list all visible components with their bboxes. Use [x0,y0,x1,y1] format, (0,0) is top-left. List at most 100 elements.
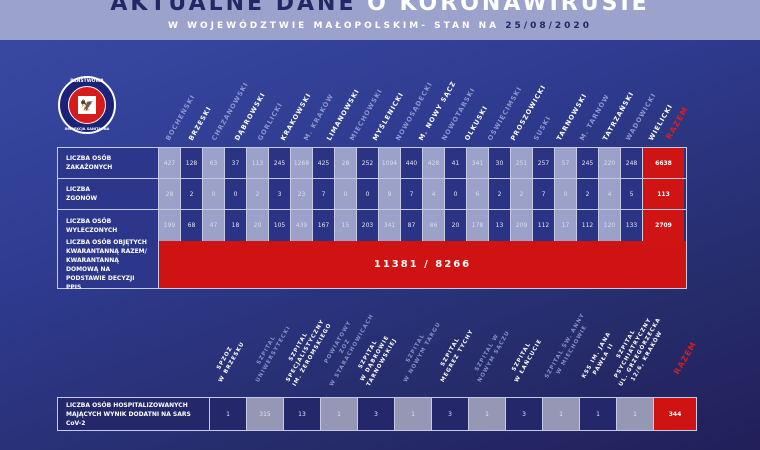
data-cell: 7 [401,179,423,209]
data-cell: 7 [313,179,335,209]
data-cell: 112 [577,210,599,241]
data-cell: 47 [203,210,225,241]
data-cell: 425 [313,148,335,178]
data-cell: 248 [621,148,643,178]
row-label: LICZBA ZGONÓW [58,179,159,209]
hospital-data-cell: 1 [580,398,617,430]
data-cell: 220 [599,148,621,178]
page-title: AKTUALNE DANE O KORONAWIRUSIE [0,0,760,16]
logo-red-ring: 🦅 [68,86,106,124]
data-cell: 133 [621,210,643,241]
data-cell: 0 [335,179,357,209]
data-cell: 4 [599,179,621,209]
eagle-icon: 🦅 [78,96,96,114]
table-row: LICZBA OSÓB ZAKAŻONYCH 427 128 63 37 113 245 126… [58,148,686,179]
data-cell: 1094 [379,148,401,178]
data-cell: 15 [335,210,357,241]
sanitary-inspection-logo: PAŃSTWOWA 🦅 INSPEKCJA SANITARNA [58,76,116,134]
data-cell: 20 [445,210,467,241]
table-row: LICZBA ZGONÓW 28 2 0 0 2 3 23 7 0 0 9 7 4 0 6 2 2 7 0 2 4 5 113 [58,179,686,210]
data-cell: 112 [533,210,555,241]
quarantine-label: LICZBA OSÓB OBJĘTYCH KWARANTANNĄ RAZEM/ … [58,239,159,291]
district-column-header: SUSKI [532,114,553,142]
data-cell: 245 [269,148,291,178]
table-row: LICZBA OSÓB WYLECZONYCH 199 68 47 18 20 105 439 1… [58,210,686,241]
data-cell: 0 [203,179,225,209]
data-cell: 20 [247,210,269,241]
data-cell: 1268 [291,148,313,178]
data-cell: 128 [181,148,203,178]
row-label-line2: ZAKAŻONYCH [66,164,113,171]
hospital-data-cell: 1 [395,398,432,430]
data-cell: 23 [291,179,313,209]
data-cell: 30 [489,148,511,178]
logo-bottom-text: INSPEKCJA SANITARNA [64,127,110,131]
data-cell: 341 [467,148,489,178]
data-cell: 86 [423,210,445,241]
data-cell: 5 [621,179,643,209]
hospital-data-cell: 13 [284,398,321,430]
data-cell: 2 [577,179,599,209]
data-cell: 428 [423,148,445,178]
data-cell: 2 [247,179,269,209]
hospital-data-cell: 1 [617,398,654,430]
data-cell: 251 [511,148,533,178]
subtitle-text: W WOJEWÓDZTWIE MAŁOPOLSKIM- STAN NA [168,21,506,31]
data-cell: 57 [555,148,577,178]
data-cell: 203 [357,210,379,241]
data-cell: 28 [335,148,357,178]
report-date: 25/08/2020 [505,21,592,31]
data-cell: 13 [489,210,511,241]
data-cell: 120 [599,210,621,241]
data-cell: 245 [577,148,599,178]
hospital-data-cell: 3 [506,398,543,430]
page-subtitle: W WOJEWÓDZTWIE MAŁOPOLSKIM- STAN NA 25/0… [0,21,760,31]
total-cell: 113 [643,179,684,209]
hospital-total-header: RAZEM [672,339,699,376]
data-cell: 87 [401,210,423,241]
title-part-2: O KORONAWIRUSIE [367,0,650,16]
hospital-data-cell: 315 [247,398,284,430]
data-cell: 2 [489,179,511,209]
data-cell: 199 [159,210,181,241]
data-cell: 4 [423,179,445,209]
hospital-column-header: SPZOZ W BRZESKU [210,336,247,384]
logo-top-text: PAŃSTWOWA [70,79,104,84]
hospitalized-label-line2: MAJĄCYCH WYNIK DODATNI NA SARS CoV-2 [66,410,191,427]
district-stats-table: LICZBA OSÓB ZAKAŻONYCH 427 128 63 37 113 245 126… [57,147,687,291]
district-column-header: BRZESKI [187,104,214,142]
data-cell: 63 [203,148,225,178]
data-cell: 28 [159,179,181,209]
hospitalized-label-line1: LICZBA OSÓB HOSPITALIZOWANYCH [66,401,188,409]
quarantine-row: LICZBA OSÓB OBJĘTYCH KWARANTANNĄ RAZEM/ … [58,239,686,291]
header-band: AKTUALNE DANE O KORONAWIRUSIE W WOJEWÓDZ… [0,0,760,40]
hospital-data-cell: 3 [358,398,395,430]
row-label-line1: LICZBA OSÓB [66,217,112,225]
data-cell: 3 [269,179,291,209]
row-label-line2: ZGONÓW [66,195,98,202]
data-cell: 105 [269,210,291,241]
data-cell: 113 [247,148,269,178]
data-cell: 0 [357,179,379,209]
hospitalized-label: LICZBA OSÓB HOSPITALIZOWANYCH MAJĄCYCH W… [58,398,210,430]
quarantine-value: 11381 / 8266 [159,241,686,288]
data-cell: 9 [379,179,401,209]
data-cell: 7 [533,179,555,209]
data-cell: 41 [445,148,467,178]
data-cell: 209 [511,210,533,241]
data-cell: 427 [159,148,181,178]
title-part-1: AKTUALNE DANE [110,0,368,16]
row-label-line1: LICZBA [66,186,91,193]
data-cell: 257 [533,148,555,178]
hospital-data-cell: 3 [432,398,469,430]
data-cell: 0 [225,179,247,209]
row-label-line2: WYLECZONYCH [66,226,118,234]
data-cell: 252 [357,148,379,178]
data-cell: 440 [401,148,423,178]
data-cell: 2 [181,179,203,209]
hospital-data-cell: 1 [469,398,506,430]
data-cell: 68 [181,210,203,241]
data-cell: 0 [555,179,577,209]
total-cell: 6638 [643,148,684,178]
data-cell: 178 [467,210,489,241]
